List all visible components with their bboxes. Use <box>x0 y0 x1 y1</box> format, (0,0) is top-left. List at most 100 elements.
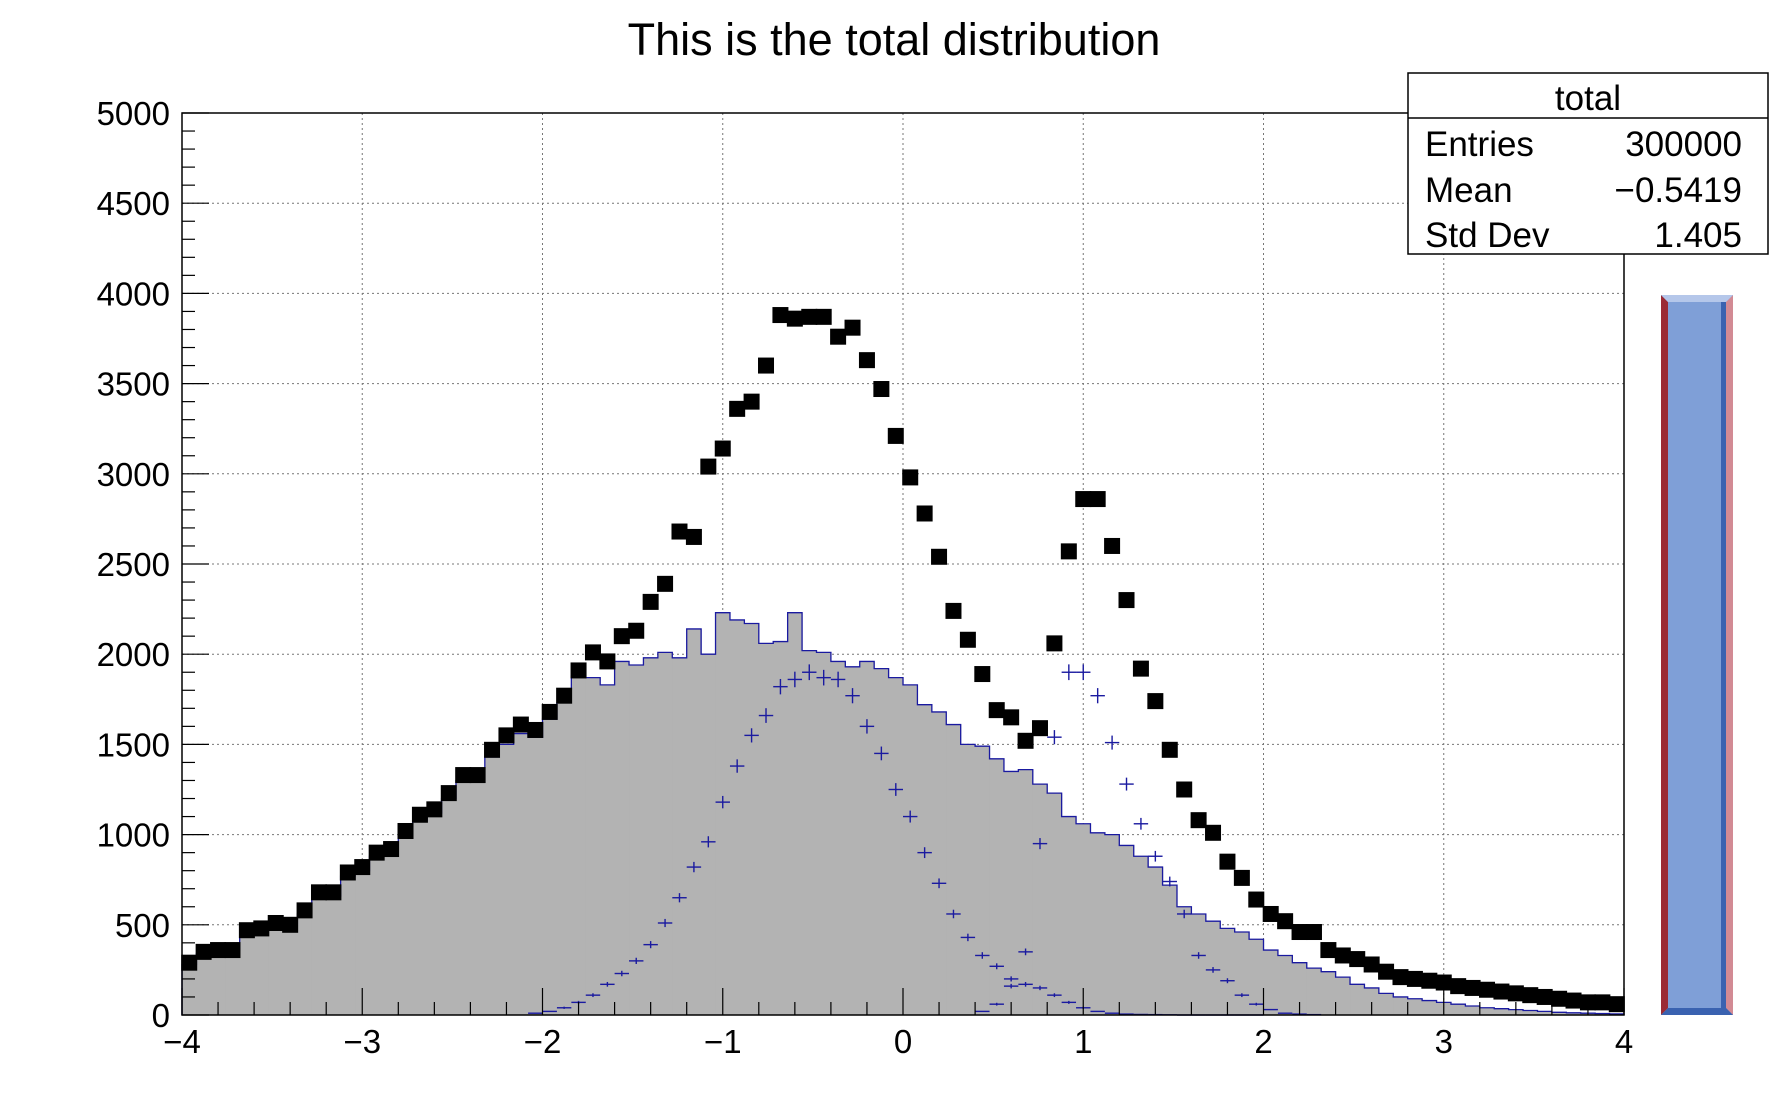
histogram-bar <box>1494 1008 1510 1015</box>
data-point-marker <box>1233 869 1250 886</box>
histogram-bar <box>1076 823 1092 1015</box>
data-point-marker <box>844 319 861 336</box>
data-point-marker <box>1176 781 1193 798</box>
data-point-marker <box>1392 969 1409 986</box>
data-point-marker <box>253 920 270 937</box>
y-tick-label: 4000 <box>97 275 170 312</box>
x-tick-label: 2 <box>1254 1023 1272 1060</box>
data-point-marker <box>527 721 544 738</box>
histogram-bar <box>340 876 356 1015</box>
palette-edge-right <box>1726 295 1733 1015</box>
data-point-marker <box>455 767 472 784</box>
histogram-bar <box>369 856 385 1015</box>
histogram-bar <box>758 643 774 1015</box>
histogram-bar <box>643 657 659 1015</box>
data-point-marker <box>642 593 659 610</box>
data-point-marker <box>339 864 356 881</box>
data-point-marker <box>1118 592 1135 609</box>
y-tick-label: 500 <box>115 907 170 944</box>
data-point-marker <box>1089 491 1106 508</box>
x-axis: −4 −3 −2 −1 0 1 2 3 4 <box>163 988 1633 1060</box>
data-point-marker <box>1132 660 1149 677</box>
data-point-marker <box>1421 972 1438 989</box>
data-point-marker <box>354 859 371 876</box>
data-point-marker <box>1003 709 1020 726</box>
histogram-bar <box>773 641 789 1015</box>
data-point-marker <box>1031 720 1048 737</box>
data-point-marker <box>858 352 875 369</box>
x-tick-label: −1 <box>704 1023 742 1060</box>
data-point-marker <box>801 308 818 325</box>
data-point-marker <box>786 310 803 327</box>
data-point-marker <box>238 922 255 939</box>
data-point-marker <box>1507 985 1524 1002</box>
data-point-marker <box>628 622 645 639</box>
data-point-marker <box>599 653 616 670</box>
data-point-marker <box>469 767 486 784</box>
x-tick-label: −2 <box>524 1023 562 1060</box>
histogram-bar <box>1422 1000 1438 1015</box>
y-tick-label: 0 <box>152 997 170 1034</box>
histogram-bar <box>398 836 414 1015</box>
data-point-marker <box>988 702 1005 719</box>
data-point-marker <box>512 716 529 733</box>
stats-box: total Entries 300000 Mean −0.5419 Std De… <box>1407 72 1769 255</box>
histogram-bar <box>1450 1004 1466 1015</box>
data-point-marker <box>1565 992 1582 1009</box>
histogram-bar <box>816 652 832 1015</box>
data-point-marker <box>974 666 991 683</box>
y-tick-label: 1000 <box>97 817 170 854</box>
histogram-bar <box>210 950 226 1015</box>
data-point-marker <box>959 631 976 648</box>
data-point-marker <box>1551 990 1568 1007</box>
histogram-bar <box>239 932 255 1015</box>
data-point-marker <box>1363 956 1380 973</box>
data-point-marker <box>1017 732 1034 749</box>
data-point-marker <box>570 662 587 679</box>
data-point-marker <box>671 523 688 540</box>
data-point-marker <box>1479 981 1496 998</box>
data-point-marker <box>325 884 342 901</box>
data-point-marker <box>224 942 241 959</box>
histogram-bar <box>946 724 962 1015</box>
histogram-bar <box>499 744 515 1015</box>
histogram-bar <box>960 744 976 1015</box>
histogram-bar <box>1306 968 1322 1015</box>
histogram-bar <box>657 652 673 1015</box>
y-axis: 0 500 1000 1500 2000 2500 3000 3500 4000 4500 5000 <box>97 95 209 1034</box>
histogram-bar <box>542 719 558 1015</box>
data-point-marker <box>584 644 601 661</box>
palette-edge-top <box>1661 295 1733 302</box>
data-point-marker <box>282 916 299 933</box>
histogram-bar <box>1551 1012 1567 1015</box>
chart-title: This is the total distribution <box>628 14 1161 65</box>
data-point-marker <box>1075 491 1092 508</box>
data-point-marker <box>1378 963 1395 980</box>
histogram-bar <box>528 737 544 1015</box>
data-point-marker <box>426 801 443 818</box>
data-point-marker <box>1219 853 1236 870</box>
histogram-bar <box>355 870 371 1015</box>
y-tick-label: 3500 <box>97 366 170 403</box>
x-tick-label: 0 <box>894 1023 912 1060</box>
histogram-bar <box>989 758 1005 1015</box>
data-point-marker <box>902 469 919 486</box>
histogram-bar <box>326 895 342 1015</box>
histogram-bar <box>1364 987 1380 1015</box>
data-point-marker <box>887 427 904 444</box>
histogram-bar <box>1537 1011 1553 1015</box>
histogram-bar <box>585 677 601 1015</box>
histogram-bar <box>311 895 327 1015</box>
histogram-bar <box>1523 1010 1539 1015</box>
histogram-bar <box>1047 793 1063 1015</box>
data-point-marker <box>1450 978 1467 995</box>
histogram-bar <box>196 953 212 1015</box>
data-point-marker <box>931 548 948 565</box>
y-tick-label: 1500 <box>97 726 170 763</box>
histogram-bar <box>975 746 991 1015</box>
data-point-marker <box>1161 741 1178 758</box>
data-point-marker <box>1608 996 1625 1013</box>
data-point-marker <box>1320 942 1337 959</box>
stats-label-entries: Entries <box>1425 125 1534 164</box>
histogram-bar <box>1263 950 1279 1015</box>
